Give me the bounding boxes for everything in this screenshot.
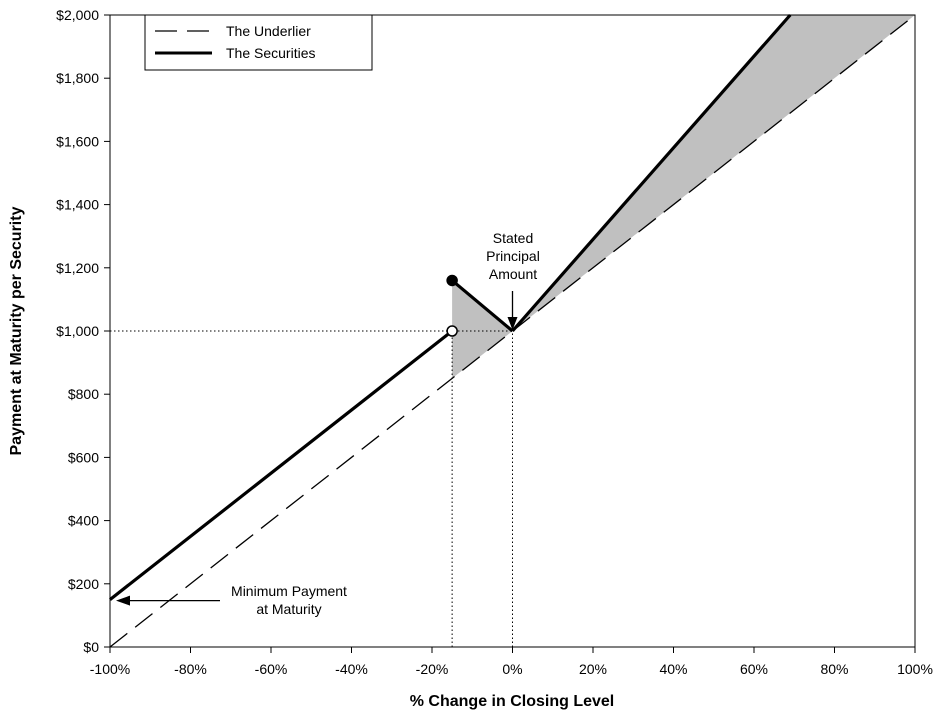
x-tick-label: -60%: [255, 661, 288, 677]
point-layer: [446, 274, 458, 337]
y-tick-label: $200: [68, 576, 99, 592]
securities-segment-2: [451, 279, 514, 333]
shade-left: [452, 280, 513, 379]
annotation-at-maturity: at Maturity: [256, 601, 321, 617]
y-tick-label: $400: [68, 513, 99, 529]
securities-segment-3: [511, 13, 792, 333]
y-tick-label: $800: [68, 386, 99, 402]
x-tick-label: -40%: [335, 661, 368, 677]
stated-principal-arrow-head: [507, 317, 518, 330]
annotation-minimum-payment: Minimum Payment: [231, 583, 347, 599]
securities-segment-1: [109, 329, 454, 601]
y-tick-label: $0: [83, 639, 99, 655]
x-tick-label: 0%: [502, 661, 522, 677]
annotation-layer: Stated Principal Amount Minimum Payment …: [116, 230, 540, 617]
y-tick-label: $1,000: [56, 323, 99, 339]
underlier-line: [109, 14, 916, 648]
y-tick-label: $600: [68, 449, 99, 465]
legend: The Underlier The Securities: [144, 14, 373, 71]
x-tick-label: 20%: [579, 661, 607, 677]
y-axis-title: Payment at Maturity per Security: [8, 206, 25, 455]
annotation-amount: Amount: [489, 266, 537, 282]
x-tick-label: -80%: [174, 661, 207, 677]
shade-right: [512, 15, 915, 331]
open-circle-marker: [446, 325, 458, 337]
x-tick-label: -100%: [90, 661, 130, 677]
x-tick-label: -20%: [416, 661, 449, 677]
x-axis-title: % Change in Closing Level: [410, 693, 614, 710]
y-tick-label: $1,400: [56, 197, 99, 213]
y-tick-label: $1,800: [56, 70, 99, 86]
y-tick-label: $1,200: [56, 260, 99, 276]
x-tick-label: 80%: [820, 661, 848, 677]
shade-layer: [452, 15, 915, 379]
x-tick-label: 100%: [897, 661, 933, 677]
series-layer: [109, 13, 916, 648]
legend-underlier-label: The Underlier: [226, 23, 311, 39]
legend-securities-label: The Securities: [226, 45, 315, 61]
reference-lines: [110, 330, 513, 647]
annotation-principal: Principal: [486, 248, 540, 264]
filled-circle-marker: [446, 274, 458, 287]
x-tick-label: 40%: [659, 661, 687, 677]
legend-box: [144, 14, 373, 71]
tick-marks: -100% -80% -60% -40% -20% 0% 20% 40% 60% 80% 100% $…: [56, 7, 933, 677]
minimum-payment-arrow-head: [116, 595, 130, 606]
y-tick-label: $2,000: [56, 7, 99, 23]
annotation-stated: Stated: [493, 230, 533, 246]
y-tick-label: $1,600: [56, 133, 99, 149]
x-tick-label: 60%: [740, 661, 768, 677]
